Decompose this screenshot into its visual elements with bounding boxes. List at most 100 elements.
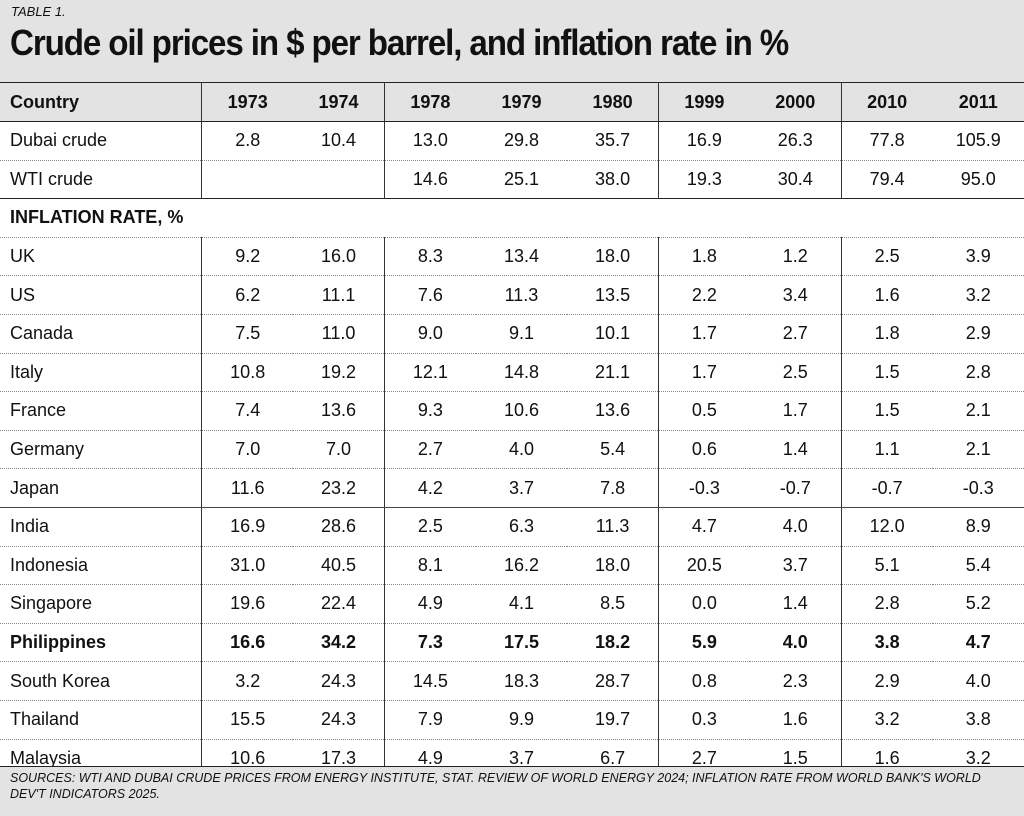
table-row: WTI crude 14.6 25.1 38.0 19.3 30.4 79.4 95.0	[0, 160, 1024, 200]
table-cell: 0.3	[658, 700, 750, 740]
table-row: Italy 10.8 19.2 12.1 14.8 21.1 1.7 2.5 1.5 2.8	[0, 353, 1024, 393]
table-cell: 23.2	[293, 468, 385, 508]
table-cell: 38.0	[567, 160, 660, 200]
table-cell: 8.5	[567, 584, 660, 624]
table-cell: 20.5	[658, 546, 750, 586]
table-cell: 2.3	[749, 661, 842, 701]
table-cell: 1.8	[658, 237, 750, 277]
table-cell: 8.9	[932, 507, 1024, 547]
table-cell: 2.7	[691, 747, 717, 768]
table-cell: 9.3	[384, 391, 476, 431]
table-cell: -0.3	[932, 468, 1024, 508]
table-cell: 9.2	[201, 237, 294, 277]
table-cell: 18.0	[567, 546, 660, 586]
table-cell: 16.6	[201, 623, 294, 663]
row-label: Indonesia	[0, 546, 203, 586]
table-cell: 28.7	[567, 661, 660, 701]
table-cell: 7.3	[384, 623, 476, 663]
row-label: Thailand	[0, 700, 203, 740]
table-cell: 22.4	[293, 584, 385, 624]
table-cell: 10.6	[230, 747, 266, 768]
table-cell: 2.8	[841, 584, 933, 624]
row-label: Germany	[0, 430, 203, 470]
table-cell: 25.1	[475, 160, 568, 200]
table-cell: 1.5	[841, 353, 933, 393]
table-cell: 1.7	[658, 314, 750, 354]
table-cell: 3.8	[932, 700, 1024, 740]
row-label: France	[0, 391, 203, 431]
column-header-row: Country 1973 1974 1978 1979 1980 1999 2000 2010 2…	[0, 82, 1024, 122]
table-row: Indonesia 31.0 40.5 8.1 16.2 18.0 20.5 3.7 5.1 5.…	[0, 546, 1024, 586]
table-cell: 10.1	[567, 314, 660, 354]
table-body: Dubai crude 2.8 10.4 13.0 29.8 35.7 16.9 26.3 77…	[0, 121, 1024, 778]
table-cell: 3.7	[475, 468, 568, 508]
data-table: Country 1973 1974 1978 1979 1980 1999 2000 2010 2…	[0, 82, 1024, 778]
table-cell: 2.1	[932, 391, 1024, 431]
row-label: South Korea	[0, 661, 203, 701]
table-cell: 1.7	[749, 391, 842, 431]
table-cell: 2.8	[932, 353, 1024, 393]
table-cell: 9.9	[475, 700, 568, 740]
table-cell: 31.0	[201, 546, 294, 586]
table-cell: 6.3	[475, 507, 568, 547]
table-cell: 15.5	[201, 700, 294, 740]
table-cell: 7.8	[567, 468, 660, 508]
table-cell: 10.4	[293, 121, 385, 161]
table-cell: 1.2	[749, 237, 842, 277]
table-cell: 1.6	[874, 747, 900, 768]
table-cell: 7.5	[201, 314, 294, 354]
table-cell: 11.3	[567, 507, 660, 547]
table-cell: 1.8	[841, 314, 933, 354]
table-cell: 3.2	[841, 700, 933, 740]
table-cell: 19.3	[658, 160, 750, 200]
table-cell: 2.8	[201, 121, 294, 161]
table-cell: 30.4	[749, 160, 842, 200]
table-cell: 95.0	[932, 160, 1024, 200]
table-cell: 19.7	[567, 700, 660, 740]
table-cell: 4.0	[932, 661, 1024, 701]
row-label: UK	[0, 237, 203, 277]
table-cell: 19.2	[293, 353, 385, 393]
table-cell: 2.1	[932, 430, 1024, 470]
table-cell: 1.1	[841, 430, 933, 470]
table-cell: 14.5	[384, 661, 476, 701]
table-cell: 10.6	[475, 391, 568, 431]
row-label: US	[0, 275, 203, 315]
table-cell: 7.0	[201, 430, 294, 470]
table-title: Crude oil prices in $ per barrel, and in…	[10, 22, 789, 63]
table-row: Philippines 16.6 34.2 7.3 17.5 18.2 5.9 4.0 3.8 4…	[0, 623, 1024, 663]
table-cell: 3.7	[749, 546, 842, 586]
table-label: TABLE 1.	[11, 4, 66, 19]
table-cell	[201, 160, 294, 200]
table-cell: 40.5	[293, 546, 385, 586]
table-cell: 18.0	[567, 237, 660, 277]
table-row: Thailand 15.5 24.3 7.9 9.9 19.7 0.3 1.6 3.2 3.8	[0, 700, 1024, 740]
table-cell: 4.7	[658, 507, 750, 547]
table-cell: 3.8	[841, 623, 933, 663]
table-cell: 1.4	[749, 584, 842, 624]
table-cell: 79.4	[841, 160, 933, 200]
table-cell: 3.2	[932, 275, 1024, 315]
column-header-year: 1974	[293, 82, 385, 122]
table-cell: 0.8	[658, 661, 750, 701]
sources-footer: SOURCES: WTI AND DUBAI CRUDE PRICES FROM…	[0, 766, 1024, 816]
column-header-year: 2010	[841, 82, 933, 122]
table-row: France 7.4 13.6 9.3 10.6 13.6 0.5 1.7 1.5 2.1	[0, 391, 1024, 431]
table-cell: 13.5	[567, 275, 660, 315]
section-title: INFLATION RATE, %	[0, 198, 1024, 238]
table-cell: 16.2	[475, 546, 568, 586]
table-cell: 7.9	[384, 700, 476, 740]
table-cell: 11.3	[475, 275, 568, 315]
column-header-year: 1973	[201, 82, 294, 122]
table-cell: 7.6	[384, 275, 476, 315]
table-cell: 6.2	[201, 275, 294, 315]
table-cell: 9.0	[384, 314, 476, 354]
table-cell: 24.3	[293, 700, 385, 740]
table-cell: 3.7	[508, 747, 534, 768]
column-header-year: 2000	[749, 82, 842, 122]
row-label: Philippines	[0, 623, 203, 663]
table-cell: 11.1	[293, 275, 385, 315]
table-cell: 13.4	[475, 237, 568, 277]
row-label: Canada	[0, 314, 203, 354]
table-cell: 2.9	[841, 661, 933, 701]
